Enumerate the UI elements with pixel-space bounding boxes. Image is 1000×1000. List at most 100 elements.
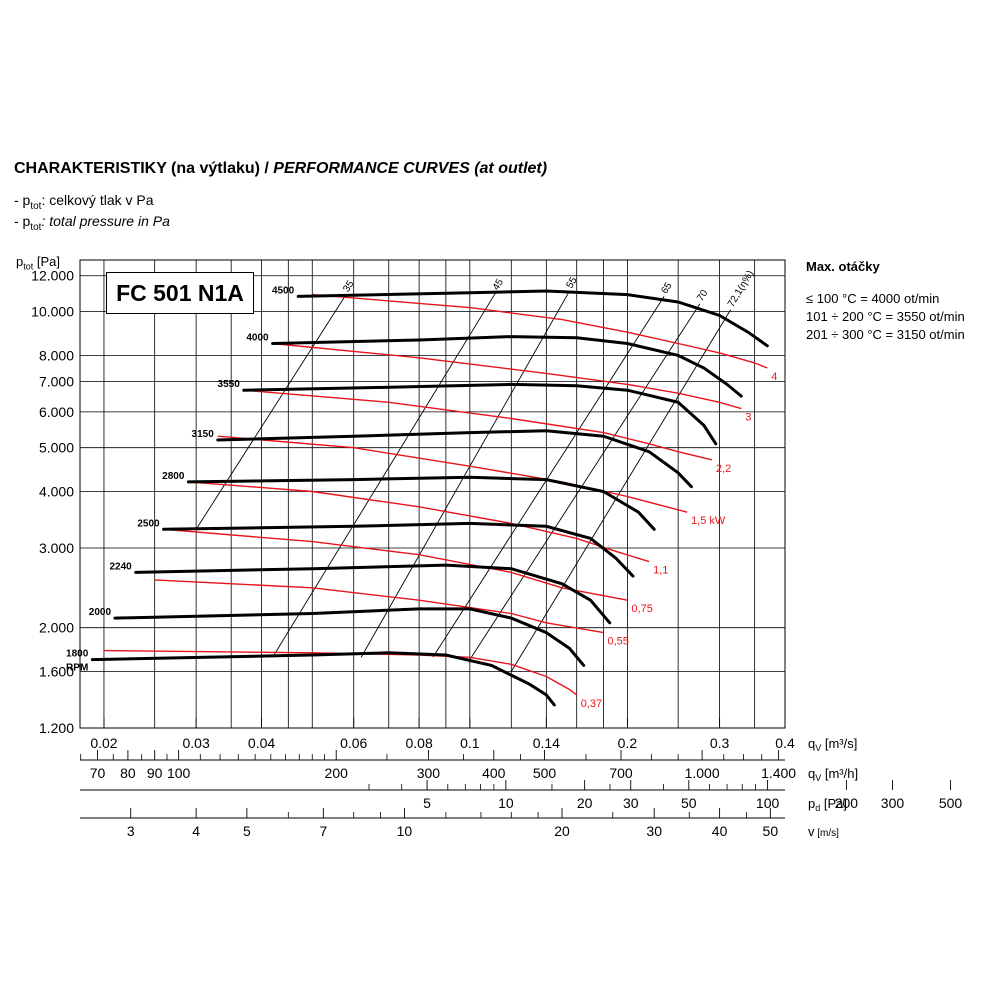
velocity-axis-tick-label: 3: [127, 823, 135, 839]
qv-m3s-axis-tick-label: 0.1: [460, 735, 480, 751]
velocity-axis-tick-label: 4: [192, 823, 200, 839]
pd-axis-tick-label: 100: [756, 795, 780, 811]
note-text: : total pressure in Pa: [41, 213, 170, 229]
y-axis-label: ptot [Pa]: [16, 254, 60, 272]
note-subscript: tot: [30, 200, 42, 212]
y-tick-label: 7.000: [39, 374, 74, 390]
qv-m3s-axis-tick-label: 0.02: [90, 735, 117, 751]
qv-m3s-axis-tick-label: 0.2: [618, 735, 638, 751]
max-rpm-line: ≤ 100 °C = 4000 ot/min: [806, 291, 940, 306]
efficiency-line: [195, 294, 347, 530]
pd-axis-tick-label: 300: [881, 795, 905, 811]
power-label: 0,75: [631, 603, 652, 615]
pd-axis-tick-label: 200: [835, 795, 859, 811]
velocity-axis-tick-label: 30: [646, 823, 662, 839]
y-axis-subscript: tot: [23, 261, 34, 272]
qv-m3h-axis-tick-label: 80: [120, 765, 136, 781]
qv-m3s-axis-tick-label: 0.06: [340, 735, 367, 751]
power-label: 1,5 kW: [691, 515, 726, 527]
max-rpm-box: Max. otáčky ≤ 100 °C = 4000 ot/min 101 ÷…: [806, 258, 965, 344]
qv-m3h-axis-tick-label: 300: [417, 765, 441, 781]
y-tick-label: 3.000: [39, 540, 74, 556]
power-curve: [312, 293, 768, 369]
speed-curve: [271, 335, 743, 398]
note-subscript: tot: [30, 221, 42, 233]
efficiency-label: 55: [565, 275, 580, 290]
qv-m3h-axis-tick-label: 500: [533, 765, 557, 781]
efficiency-line: [469, 303, 701, 660]
velocity-axis-label: v [m/s]: [808, 824, 839, 839]
speed-label: 2500: [137, 518, 160, 529]
pd-axis-tick-label: 10: [498, 795, 514, 811]
note-prefix: - p: [14, 192, 31, 208]
y-tick-label: 5.000: [39, 440, 74, 456]
speed-curve: [113, 607, 586, 667]
qv-m3h-axis-tick-label: 1.400: [761, 765, 796, 781]
y-tick-label: 8.000: [39, 347, 74, 363]
y-tick-label: 6.000: [39, 404, 74, 420]
power-curve: [272, 342, 742, 410]
pd-axis-tick-label: 20: [577, 795, 593, 811]
velocity-axis-tick-label: 7: [319, 823, 327, 839]
pd-axis-tick-label: 500: [939, 795, 963, 811]
speed-label: 4000: [246, 332, 269, 343]
qv-m3h-axis-tick-label: 70: [90, 765, 106, 781]
power-label: 4: [771, 371, 777, 383]
speed-curve: [186, 475, 656, 531]
max-rpm-line: 101 ÷ 200 °C = 3550 ot/min: [806, 309, 965, 324]
speed-label: 2800: [162, 471, 185, 482]
pd-axis-tick-label: 50: [681, 795, 697, 811]
model-label: FC 501 N1A: [106, 272, 254, 314]
power-label: 0,55: [607, 636, 628, 648]
qv-m3h-axis-label: qV [m³/h]: [808, 766, 858, 783]
pd-axis-tick-label: 30: [623, 795, 639, 811]
efficiency-label: 70: [695, 288, 711, 304]
speed-label: 3150: [192, 429, 215, 440]
y-axis-symbol: p: [16, 254, 24, 269]
speed-curve: [216, 429, 693, 489]
power-curve: [243, 389, 713, 461]
power-curve: [163, 528, 628, 601]
y-tick-label: 12.000: [31, 268, 74, 284]
efficiency-label: 72,1(η%): [726, 269, 756, 309]
efficiency-label: 35: [341, 279, 356, 295]
efficiency-line: [432, 296, 665, 658]
pd-axis-tick-label: 5: [423, 795, 431, 811]
velocity-axis-tick-label: 20: [554, 823, 570, 839]
speed-curve: [162, 521, 635, 578]
power-curve: [188, 481, 650, 563]
velocity-axis-tick-label: 40: [712, 823, 728, 839]
qv-m3s-axis-tick-label: 0.08: [405, 735, 432, 751]
efficiency-line: [272, 292, 496, 658]
y-tick-label: 1.200: [39, 720, 74, 736]
qv-m3s-axis-tick-label: 0.03: [183, 735, 210, 751]
y-tick-label: 1.600: [39, 663, 74, 679]
efficiency-line: [510, 309, 732, 672]
qv-m3h-axis-tick-label: 400: [482, 765, 506, 781]
title-bold: CHARAKTERISTIKY (na výtlaku) /: [14, 160, 274, 177]
note-prefix: - p: [14, 213, 31, 229]
velocity-axis-tick-label: 50: [763, 823, 779, 839]
speed-label: 3550: [218, 379, 241, 390]
note-text: : celkový tlak v Pa: [41, 192, 154, 208]
velocity-axis-tick-label: 10: [397, 823, 413, 839]
y-tick-label: 2.000: [39, 620, 74, 636]
qv-m3h-axis-tick-label: 200: [325, 765, 349, 781]
power-label: 1,1: [653, 565, 668, 577]
speed-label: 1800: [66, 649, 89, 660]
qv-m3h-axis-tick-label: 100: [167, 765, 191, 781]
power-label: 3: [745, 412, 751, 424]
power-label: 0,37: [581, 698, 602, 710]
qv-m3s-axis-tick-label: 0.4: [775, 735, 795, 751]
power-curve: [217, 435, 688, 513]
note-czech: - ptot: celkový tlak v Pa: [14, 192, 154, 212]
y-tick-label: 4.000: [39, 484, 74, 500]
power-label: 2,2: [716, 463, 731, 475]
pd-axis-label: pd [Pa]: [808, 796, 847, 813]
efficiency-label: 65: [659, 280, 674, 296]
speed-curve: [134, 563, 612, 625]
title-italic: PERFORMANCE CURVES (at outlet): [273, 160, 548, 177]
qv-m3s-axis-tick-label: 0.3: [710, 735, 730, 751]
rpm-suffix-label: RPM: [66, 663, 88, 674]
